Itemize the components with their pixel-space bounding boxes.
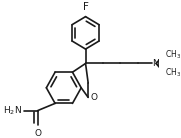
Text: O: O xyxy=(34,129,41,138)
Text: CH$_3$: CH$_3$ xyxy=(165,66,181,79)
Text: N: N xyxy=(153,59,159,68)
Text: F: F xyxy=(83,2,89,12)
Text: H$_2$N: H$_2$N xyxy=(3,104,22,117)
Text: O: O xyxy=(91,93,98,102)
Text: CH$_3$: CH$_3$ xyxy=(165,48,181,61)
